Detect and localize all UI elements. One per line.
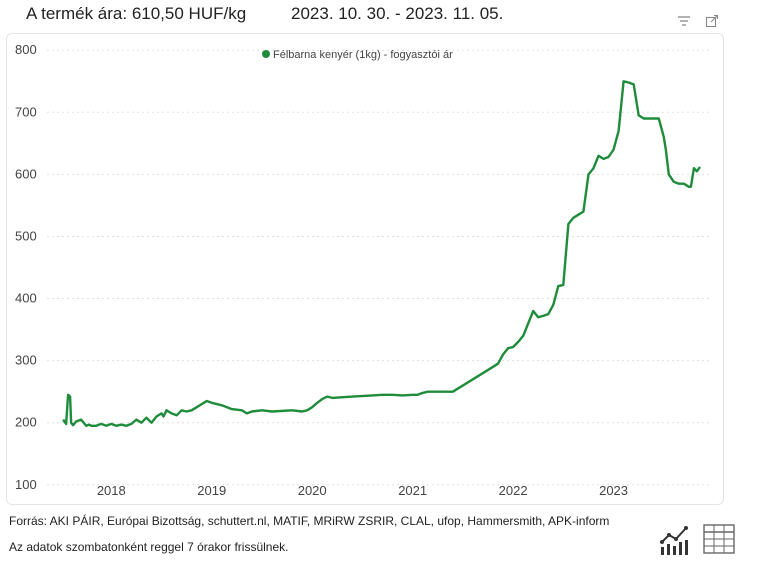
x-tick-label: 2022	[499, 483, 528, 498]
y-tick-label: 200	[15, 415, 37, 430]
line-chart: 100 200 300 400 500 600 700 800 2018 2019 2020 202…	[15, 42, 709, 498]
header: A termék ára: 610,50 HUF/kg 2023. 10. 30…	[0, 0, 764, 32]
legend[interactable]: Félbarna kenyér (1kg) - fogyasztói ár	[262, 49, 453, 61]
grid	[47, 49, 709, 486]
legend-marker	[262, 50, 270, 58]
series-line-felbarna-kenyer[interactable]	[62, 80, 701, 427]
x-tick-label: 2018	[97, 483, 126, 498]
menu-lines-icon[interactable]	[677, 14, 691, 28]
y-tick-label: 600	[15, 166, 37, 181]
date-period-label: 2023. 10. 30. - 2023. 11. 05.	[291, 4, 504, 23]
source-note: Forrás: AKI PÁIR, Európai Bizottság, sch…	[9, 514, 610, 528]
table-grid-icon[interactable]	[702, 522, 736, 556]
expand-icon[interactable]	[705, 14, 719, 28]
x-tick-label: 2019	[197, 483, 226, 498]
y-tick-label: 800	[15, 42, 37, 57]
x-axis-ticks: 2018 2019 2020 2021 2022 2023	[97, 483, 628, 498]
y-tick-label: 700	[15, 104, 37, 119]
y-axis-ticks: 100 200 300 400 500 600 700 800	[15, 42, 37, 492]
y-tick-label: 100	[15, 477, 37, 492]
update-note: Az adatok szombatonként reggel 7 órakor …	[9, 540, 289, 554]
y-tick-label: 400	[15, 291, 37, 306]
chart-card: 100 200 300 400 500 600 700 800 2018 2019 2020 202…	[6, 33, 724, 505]
y-tick-label: 500	[15, 228, 37, 243]
x-tick-label: 2023	[599, 483, 628, 498]
x-tick-label: 2020	[298, 483, 327, 498]
legend-label: Félbarna kenyér (1kg) - fogyasztói ár	[273, 49, 453, 61]
y-tick-label: 300	[15, 353, 37, 368]
line-chart-icon[interactable]	[658, 522, 692, 556]
x-tick-label: 2021	[398, 483, 427, 498]
product-price-label: A termék ára: 610,50 HUF/kg	[26, 4, 247, 23]
